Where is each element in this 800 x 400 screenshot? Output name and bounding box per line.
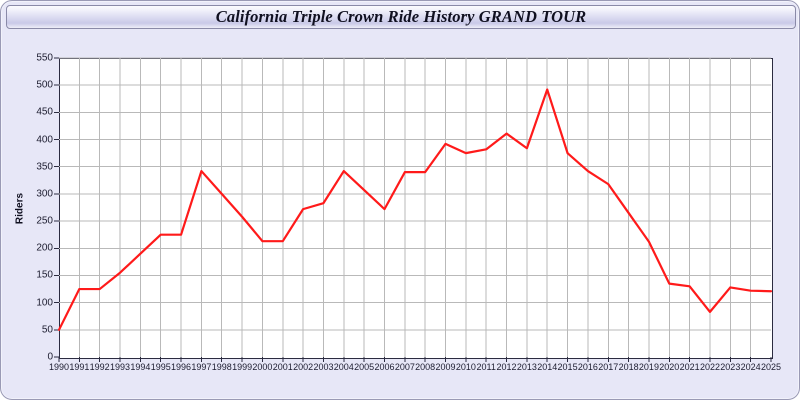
y-axis-tick-label: 550 — [36, 52, 53, 64]
plot-wrap: Riders 0 50 100 150 200 250 300 350 400 450 500 550… — [1, 31, 799, 399]
plot-area — [59, 58, 773, 359]
y-axis-tick-label: 400 — [36, 134, 53, 146]
y-axis-tick-label: 100 — [36, 297, 53, 309]
x-axis-tick-label: 1999 — [232, 362, 253, 372]
x-axis-tick-label: 2013 — [516, 362, 537, 372]
x-axis-tick-label: 2008 — [415, 362, 436, 372]
y-axis-tick-label: 350 — [36, 161, 53, 173]
x-axis-tick-label: 2012 — [496, 362, 517, 372]
x-axis-tick-label: 2016 — [577, 362, 598, 372]
x-axis-tick-label: 2014 — [537, 362, 558, 372]
x-axis-tick-label: 2009 — [435, 362, 456, 372]
x-axis-tick-label: 1993 — [110, 362, 131, 372]
x-axis-tick-label: 2020 — [659, 362, 680, 372]
x-axis-tick-label: 2024 — [740, 362, 761, 372]
x-axis-tick-label: 2002 — [293, 362, 314, 372]
x-axis-tick-label: 2017 — [598, 362, 619, 372]
x-axis-tick-label: 2011 — [476, 362, 496, 372]
y-axis-tick-label: 0 — [47, 351, 53, 363]
x-axis-tick-label: 2007 — [394, 362, 415, 372]
x-axis-tick-label: 1991 — [69, 362, 90, 372]
x-axis-tick-label: 2001 — [272, 362, 293, 372]
x-axis-tick-label: 2025 — [760, 362, 782, 372]
x-axis-tick-label: 2000 — [252, 362, 273, 372]
x-axis-tick-label: 2006 — [374, 362, 395, 372]
y-axis-tick-label: 500 — [36, 79, 53, 91]
chart-title: California Triple Crown Ride History GRA… — [215, 7, 587, 26]
x-axis-tick-label: 1994 — [130, 362, 151, 372]
y-axis-tick-label: 150 — [36, 269, 53, 281]
x-axis-tick-label: 2015 — [557, 362, 578, 372]
y-axis-tick-label: 50 — [41, 324, 53, 336]
x-axis-tick-label: 2010 — [455, 362, 476, 372]
grid-lines — [59, 57, 771, 357]
x-axis-tick-label: 1998 — [211, 362, 232, 372]
x-axis-tick-label: 2019 — [638, 362, 659, 372]
x-axis-tick-label: 1995 — [150, 362, 171, 372]
chart-svg — [54, 57, 773, 362]
x-axis-tick-label: 2021 — [679, 362, 700, 372]
x-axis-tick-label: 1990 — [48, 362, 70, 372]
x-axis-tick-label: 2022 — [699, 362, 720, 372]
title-bar: California Triple Crown Ride History GRA… — [6, 5, 796, 29]
x-axis-tick-label: 2003 — [313, 362, 334, 372]
series-line-grand-tour — [57, 88, 773, 331]
x-axis-tick-label: 1997 — [191, 362, 212, 372]
x-axis-ticks — [58, 357, 772, 362]
y-axis-tick-label: 450 — [36, 106, 53, 118]
x-axis-tick-label: 2018 — [618, 362, 639, 372]
x-axis-tick-label: 2023 — [720, 362, 741, 372]
y-axis-tick-labels: 0 50 100 150 200 250 300 350 400 450 500 550 — [1, 31, 53, 399]
x-axis-tick-label: 1992 — [89, 362, 110, 372]
x-axis-tick-label: 2005 — [354, 362, 375, 372]
y-axis-tick-label: 300 — [36, 188, 53, 200]
y-axis-tick-label: 250 — [36, 215, 53, 227]
x-axis-tick-label: 2004 — [333, 362, 354, 372]
x-axis-tick-label: 1996 — [171, 362, 192, 372]
y-axis-tick-label: 200 — [36, 242, 53, 254]
y-axis-ticks — [54, 57, 59, 358]
